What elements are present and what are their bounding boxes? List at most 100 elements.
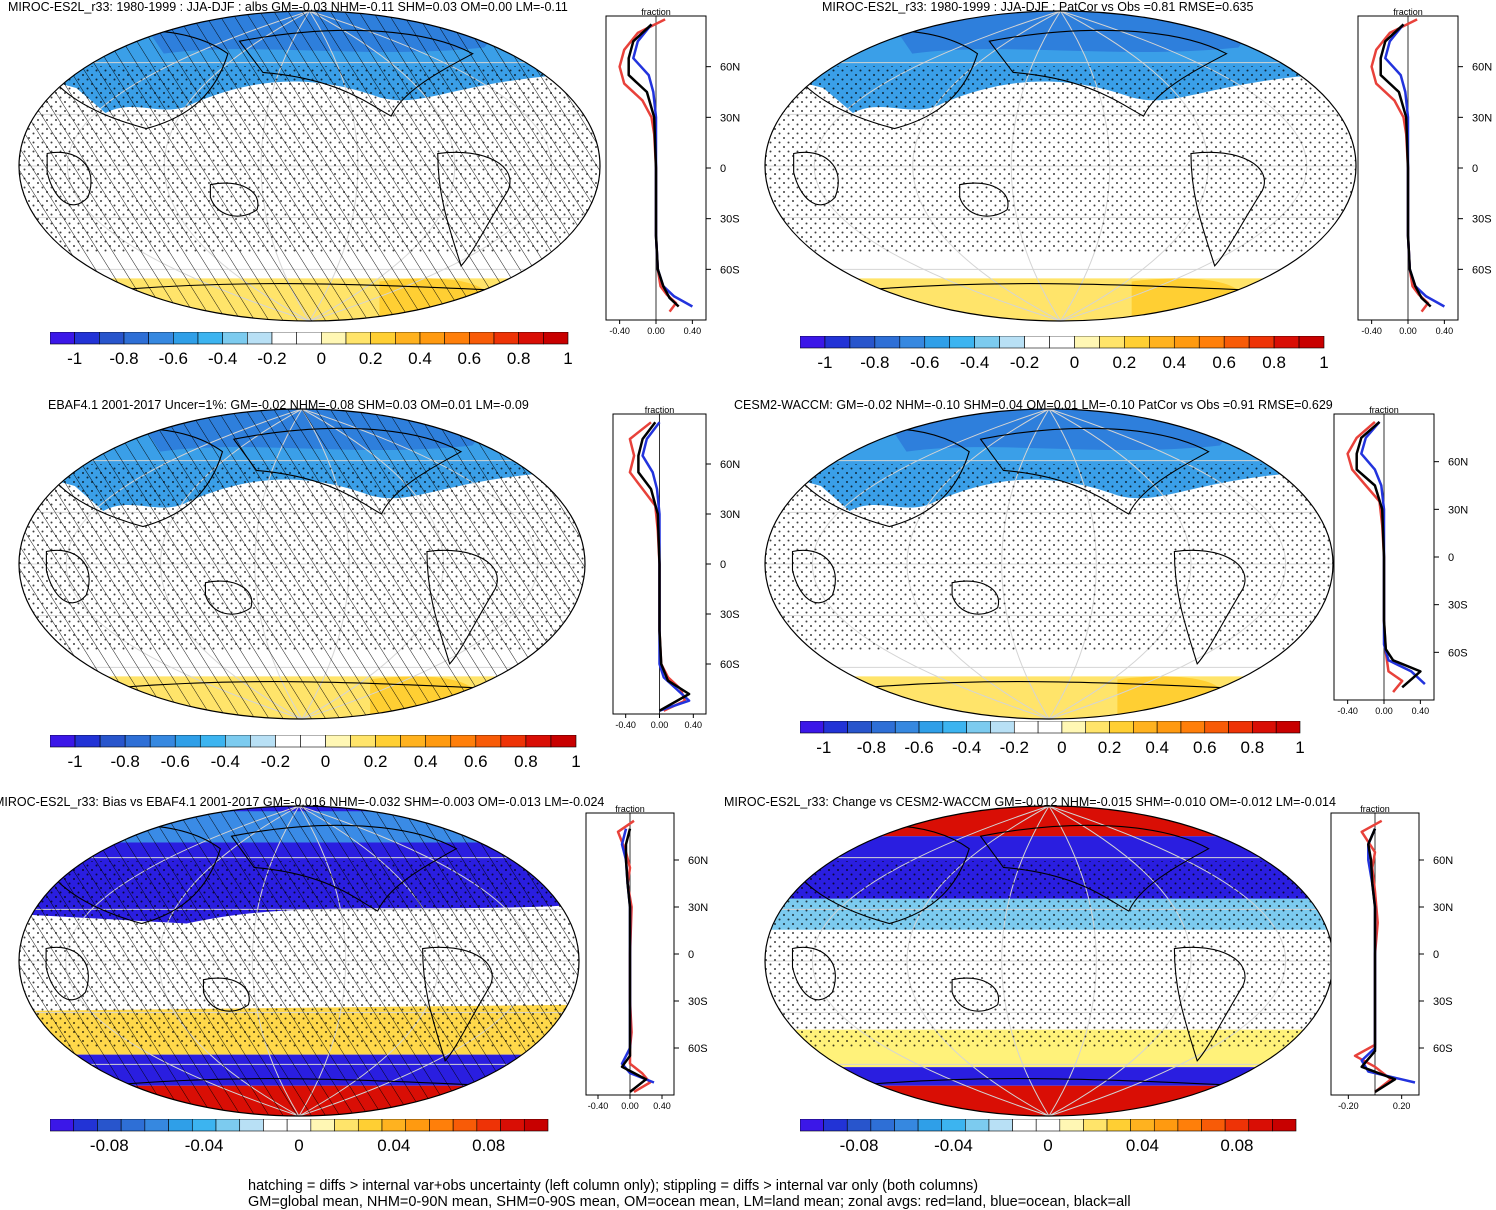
colorbar-box	[500, 735, 527, 748]
colorbar-box	[1149, 336, 1175, 349]
x-tick-label: -0.40	[615, 720, 636, 730]
colorbar-box	[321, 332, 347, 345]
colorbar-label: -0.6	[159, 349, 188, 368]
colorbar-label: 0.8	[1262, 353, 1286, 372]
continent-outline	[979, 427, 1210, 515]
colorbar-box	[1130, 1119, 1155, 1132]
continent-outline	[793, 151, 839, 206]
colorbar-label: -0.4	[960, 353, 989, 372]
colorbar: -1 -0.8 -0.6 -0.4 -0.2 0 0.2 0.4 0.6 0.8 1	[800, 336, 1329, 372]
colorbar-box	[871, 721, 896, 734]
x-tick-label: 0.40	[653, 1101, 671, 1111]
colorbar-box	[965, 1119, 990, 1132]
colorbar-label: -0.08	[840, 1136, 879, 1155]
colorbar-box	[296, 332, 322, 345]
zonal-series-all	[627, 23, 680, 308]
colorbar-box	[168, 1119, 193, 1132]
y-tick-label: 60N	[688, 855, 708, 867]
colorbar-box	[419, 332, 445, 345]
continent-outline	[209, 182, 259, 217]
colorbar-box	[1272, 1119, 1297, 1132]
panel-albs-jja-djf: MIROC-ES2L_r33: 1980-1999 : JJA-DJF : al…	[0, 0, 748, 392]
colorbar-label: -1	[817, 353, 832, 372]
colorbar-box	[800, 336, 826, 349]
colorbar-box	[824, 336, 851, 349]
colorbar-box	[310, 1119, 335, 1132]
colorbar-box	[1275, 721, 1301, 734]
y-tick-label: 60S	[1448, 647, 1468, 659]
colorbar-label: 0.08	[472, 1136, 505, 1155]
map-boundary	[764, 10, 1357, 322]
colorbar-label: 0.04	[1126, 1136, 1159, 1155]
zonal-series-all	[1360, 828, 1397, 1093]
y-tick-label: 0	[688, 949, 694, 961]
colorbar-box	[275, 735, 301, 748]
stippling	[765, 66, 1356, 254]
y-tick-label: 0	[1472, 163, 1478, 175]
colorbar-label: -0.8	[109, 349, 138, 368]
colorbar-box	[1180, 721, 1206, 734]
colorbar-box	[1085, 721, 1110, 734]
colorbar-label: -0.04	[185, 1136, 224, 1155]
colorbar-box	[50, 735, 76, 748]
colorbar-box	[550, 735, 577, 748]
colorbar-box	[1153, 1119, 1179, 1132]
colorbar-box	[334, 1119, 359, 1132]
world-map	[18, 805, 580, 1117]
colorbar-box	[74, 735, 101, 748]
colorbar-label: -0.6	[910, 353, 939, 372]
colorbar-label: 0.6	[1193, 738, 1217, 757]
colorbar-label: -0.2	[1000, 738, 1029, 757]
footer-note: hatching = diffs > internal var+obs unce…	[248, 1178, 1131, 1210]
hatching	[19, 11, 600, 321]
colorbar-label: 0	[1057, 738, 1066, 757]
colorbar-box	[849, 336, 876, 349]
x-tick-label: 0.40	[684, 326, 702, 336]
zonal-xlabel: fraction	[641, 8, 671, 17]
colorbar-box	[450, 735, 477, 748]
colorbar-box	[1224, 1119, 1250, 1132]
colorbar-box	[917, 1119, 943, 1132]
colorbar-box	[73, 1119, 98, 1132]
footer-line: GM=global mean, NHM=0-90N mean, SHM=0-90…	[248, 1194, 1131, 1210]
continent-outline	[979, 824, 1210, 912]
continent-outline	[103, 681, 501, 690]
colorbar-label: 0	[321, 752, 330, 771]
zonal-xlabel: fraction	[1360, 805, 1390, 814]
colorbar-box	[543, 332, 569, 345]
y-tick-label: 60S	[1472, 264, 1492, 276]
colorbar-box	[271, 332, 297, 345]
map-content	[19, 409, 585, 719]
x-tick-label: -0.40	[1337, 706, 1358, 716]
footer-line: hatching = diffs > internal var+obs unce…	[248, 1178, 979, 1194]
colorbar-box	[847, 721, 872, 734]
colorbar-box	[375, 735, 401, 748]
colorbar-box	[1228, 721, 1253, 734]
colorbar-box	[250, 735, 276, 748]
zonal-series-all	[1379, 23, 1432, 308]
continent-outline	[230, 824, 458, 912]
colorbar-box	[899, 336, 926, 349]
zonal-average-plot: fraction -0.40 0.00 0.40 60N 30N 0 30S 60S	[605, 8, 740, 336]
y-tick-label: 30N	[688, 902, 708, 914]
y-tick-label: 30S	[720, 609, 740, 621]
colorbar-box	[990, 721, 1015, 734]
antarctic-change	[765, 1085, 1333, 1116]
zonal-average-plot: fraction -0.20 0.20 60N 30N 0 30S 60S	[1330, 805, 1453, 1111]
colorbar-box	[894, 1119, 919, 1132]
map-boundary	[18, 408, 586, 720]
y-tick-label: 60N	[720, 62, 740, 74]
colorbar-box	[476, 1119, 501, 1132]
colorbar-label: 0	[1043, 1136, 1052, 1155]
colorbar-box	[123, 332, 149, 345]
colorbar-box	[1012, 1119, 1037, 1132]
y-tick-label: 30N	[1433, 902, 1453, 914]
map-content	[19, 11, 600, 321]
colorbar-label: 0.4	[1162, 353, 1186, 372]
colorbar-label: 0	[294, 1136, 303, 1155]
panel-patcor-obs: MIROC-ES2L_r33: 1980-1999 : JJA-DJF : Pa…	[748, 0, 1496, 392]
hatching	[19, 409, 585, 719]
colorbar-box	[1173, 336, 1200, 349]
colorbar-box	[1273, 336, 1300, 349]
y-tick-label: 60S	[720, 659, 740, 671]
